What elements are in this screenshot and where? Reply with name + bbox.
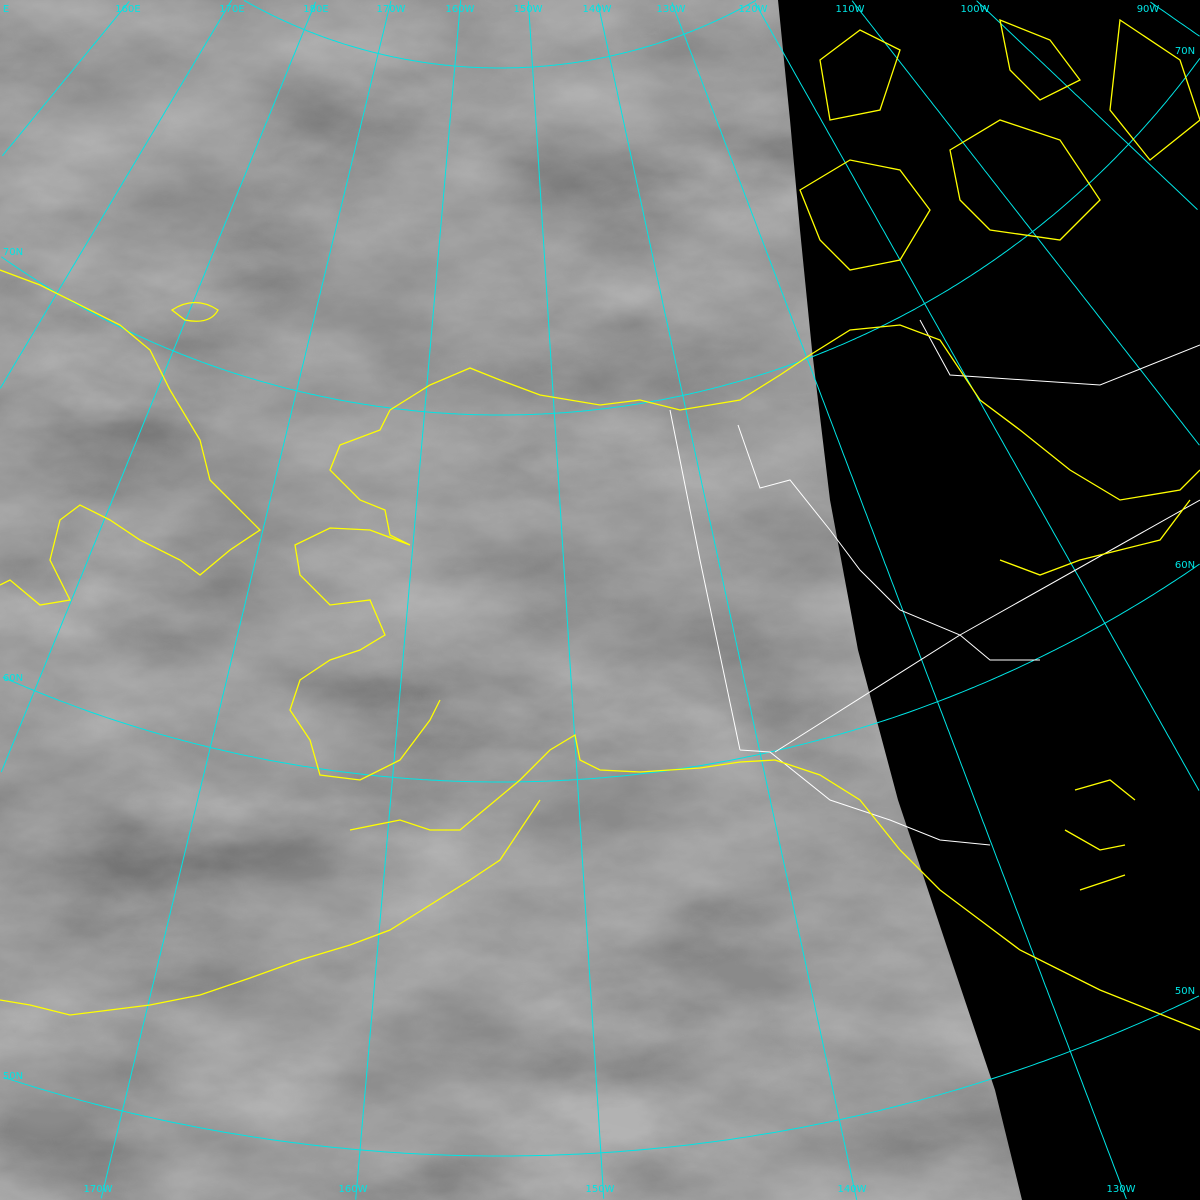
chukotka-coast xyxy=(0,269,262,606)
parallel-line xyxy=(3,995,1200,1157)
meridian-line xyxy=(851,0,1200,446)
meridian-line xyxy=(355,0,462,1200)
graticule-label: 120W xyxy=(738,4,768,15)
meridian-line xyxy=(597,3,858,1200)
parallel-line xyxy=(2,563,1200,783)
graticule-label: 150W xyxy=(513,4,543,15)
meridian-line xyxy=(2,0,130,157)
alaska-north-coast xyxy=(389,354,811,411)
canadian-arctic-coast xyxy=(809,324,1200,501)
southeast-alaska-coast xyxy=(774,759,1200,1031)
meridian-line xyxy=(0,0,233,389)
graticule-label: 170W xyxy=(83,1184,113,1195)
hudson-bay-coast xyxy=(999,499,1191,576)
graticule-label: 180E xyxy=(303,4,329,15)
graticule-label: 50N xyxy=(2,1071,24,1082)
graticule-label: 140W xyxy=(837,1184,867,1195)
graticule-label: 130W xyxy=(656,4,686,15)
canadian-archipelago xyxy=(799,18,1200,271)
meridian-line xyxy=(527,1,605,1199)
canada-provincial-borders xyxy=(737,319,1200,753)
bc-islands xyxy=(1064,779,1136,891)
graticule-label: 100W xyxy=(960,4,990,15)
graticule-label: 60N xyxy=(1174,560,1196,571)
graticule-label: 170E xyxy=(219,4,245,15)
alaska-peninsula xyxy=(349,733,776,831)
graticule-label: 70N xyxy=(2,247,24,258)
graticule-label: 160W xyxy=(338,1184,368,1195)
alaska-canada-border xyxy=(669,409,991,846)
graticule-label: 170W xyxy=(376,4,406,15)
aleutian-chain xyxy=(0,799,541,1016)
graticule-label: 60N xyxy=(2,673,24,684)
meridian-line xyxy=(671,2,1127,1200)
political-borders xyxy=(669,319,1200,846)
meridian-line xyxy=(1150,1,1200,37)
graticule-label: 160W xyxy=(445,4,475,15)
graticule-label: 150W xyxy=(585,1184,615,1195)
coastlines xyxy=(0,18,1200,1031)
graticule-label: 70N xyxy=(1174,46,1196,57)
graticule-label: 110W xyxy=(835,4,865,15)
graticule-label: E xyxy=(2,4,10,15)
wrangel-island xyxy=(170,301,219,322)
meridian-line xyxy=(100,0,392,1199)
graticule-label: 160E xyxy=(115,4,141,15)
graticule-label: 50N xyxy=(1174,986,1196,997)
alaska-west-coast xyxy=(289,409,441,781)
parallel-line xyxy=(1,58,1200,416)
meridian-line xyxy=(976,0,1198,210)
graticule-label: 90W xyxy=(1136,4,1160,15)
no-data-region xyxy=(778,0,1200,1200)
meridian-line xyxy=(0,1,317,773)
graticule-label: 140W xyxy=(582,4,612,15)
parallel-line xyxy=(243,0,757,69)
graticule-label: 130W xyxy=(1106,1184,1136,1195)
